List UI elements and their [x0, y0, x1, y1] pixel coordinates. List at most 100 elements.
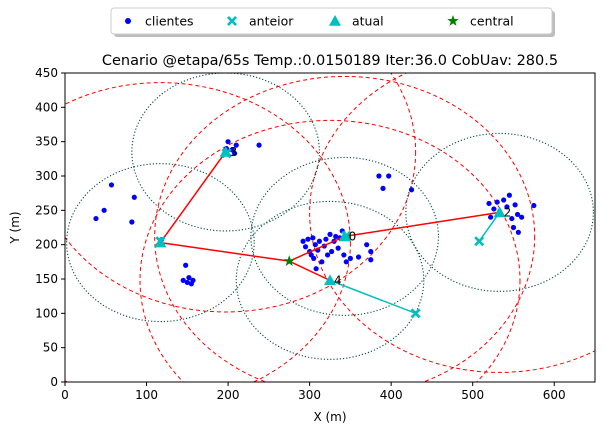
client-point — [300, 238, 306, 244]
client-point — [341, 252, 347, 258]
current-position-marker — [493, 206, 506, 218]
x-tick-label: 200 — [217, 388, 240, 402]
node-id-label: 3 — [230, 145, 238, 159]
client-point — [501, 197, 507, 203]
client-point — [184, 279, 190, 286]
client-point — [368, 248, 374, 255]
node-id-label: 4 — [334, 273, 342, 287]
y-tick-label: 350 — [35, 135, 58, 149]
client-point — [488, 214, 494, 220]
current-position-marker — [338, 230, 351, 242]
client-point — [368, 257, 374, 263]
client-point — [343, 259, 349, 265]
chart-title: Cenario @etapa/65s Temp.:0.0150189 Iter:… — [102, 53, 558, 69]
link-line — [288, 235, 345, 262]
coverage-circle — [235, 200, 425, 360]
client-point — [101, 207, 107, 213]
x-tick-label: 400 — [380, 388, 403, 402]
legend-marker-atual — [329, 15, 341, 26]
client-point — [515, 229, 521, 235]
client-point — [316, 238, 322, 244]
range-circle — [139, 119, 521, 382]
link-line — [159, 151, 227, 244]
client-point — [335, 245, 341, 251]
client-point — [256, 142, 262, 148]
y-tick-label: 200 — [35, 238, 58, 252]
legend-label: anteior — [249, 14, 294, 29]
current-position-marker — [219, 145, 232, 157]
node-id-label: 0 — [349, 229, 357, 243]
range-circle — [65, 73, 417, 313]
link-line — [344, 211, 500, 238]
client-point — [183, 262, 189, 268]
link-line — [288, 260, 331, 282]
client-point — [491, 206, 497, 212]
current-position-marker — [154, 236, 167, 248]
legend-label: central — [470, 14, 514, 29]
client-point — [312, 242, 318, 248]
move-line — [329, 279, 416, 315]
client-point — [129, 219, 135, 225]
client-point — [190, 277, 196, 283]
client-point — [313, 266, 319, 272]
central-marker — [283, 255, 295, 266]
y-tick-label: 450 — [35, 66, 58, 80]
client-point — [504, 204, 510, 210]
range-circle — [65, 82, 351, 382]
client-point — [494, 199, 500, 205]
legend-marker-anteior — [227, 16, 237, 26]
plot-frame — [64, 72, 596, 383]
y-tick-label: 400 — [35, 100, 58, 114]
client-point — [225, 139, 231, 145]
client-point — [186, 275, 192, 281]
legend: clientes anteior atual central — [110, 7, 555, 37]
client-point — [347, 255, 353, 261]
client-point — [232, 150, 238, 156]
move-line — [478, 211, 501, 242]
client-point — [324, 252, 331, 258]
y-axis-label: Y (m) — [8, 211, 22, 244]
legend-label: atual — [352, 14, 384, 29]
range-circle — [154, 75, 536, 382]
legend-frame — [110, 7, 553, 35]
client-point — [512, 202, 518, 208]
client-point — [302, 244, 309, 250]
axis-ticks: 0 100 200 300 400 500 600 0 50 100 150 200 250 300 350… — [35, 66, 566, 402]
client-point — [180, 277, 186, 283]
coverage-circle — [131, 73, 320, 232]
x-tick-label: 100 — [135, 388, 158, 402]
client-point — [506, 192, 512, 198]
client-point — [329, 248, 335, 255]
legend-label: clientes — [145, 14, 194, 29]
y-tick-label: 150 — [35, 272, 58, 286]
client-point — [408, 187, 415, 193]
coverage-circle — [250, 156, 439, 316]
x-axis-label: X (m) — [313, 410, 346, 424]
client-point — [514, 211, 521, 218]
y-tick-label: 300 — [35, 169, 58, 183]
client-point — [376, 173, 382, 179]
client-point — [93, 215, 99, 222]
client-point — [364, 242, 370, 248]
client-point — [323, 236, 329, 242]
client-point — [380, 185, 386, 191]
client-point — [319, 259, 325, 265]
client-point — [311, 255, 317, 261]
client-point — [108, 182, 115, 188]
y-tick-label: 250 — [35, 203, 58, 217]
x-tick-label: 500 — [461, 388, 484, 402]
x-tick-label: 600 — [543, 388, 566, 402]
client-point — [233, 142, 239, 148]
client-point — [531, 202, 537, 209]
coverage-circle — [405, 132, 594, 292]
coverage-circle — [66, 163, 255, 323]
previous-position-marker — [410, 308, 421, 319]
x-tick-label: 0 — [61, 388, 69, 402]
client-point — [519, 214, 525, 220]
link-line — [160, 241, 290, 262]
client-point — [355, 254, 362, 260]
legend-marker-clientes — [125, 18, 131, 24]
client-point — [131, 194, 137, 200]
client-point — [327, 231, 333, 237]
